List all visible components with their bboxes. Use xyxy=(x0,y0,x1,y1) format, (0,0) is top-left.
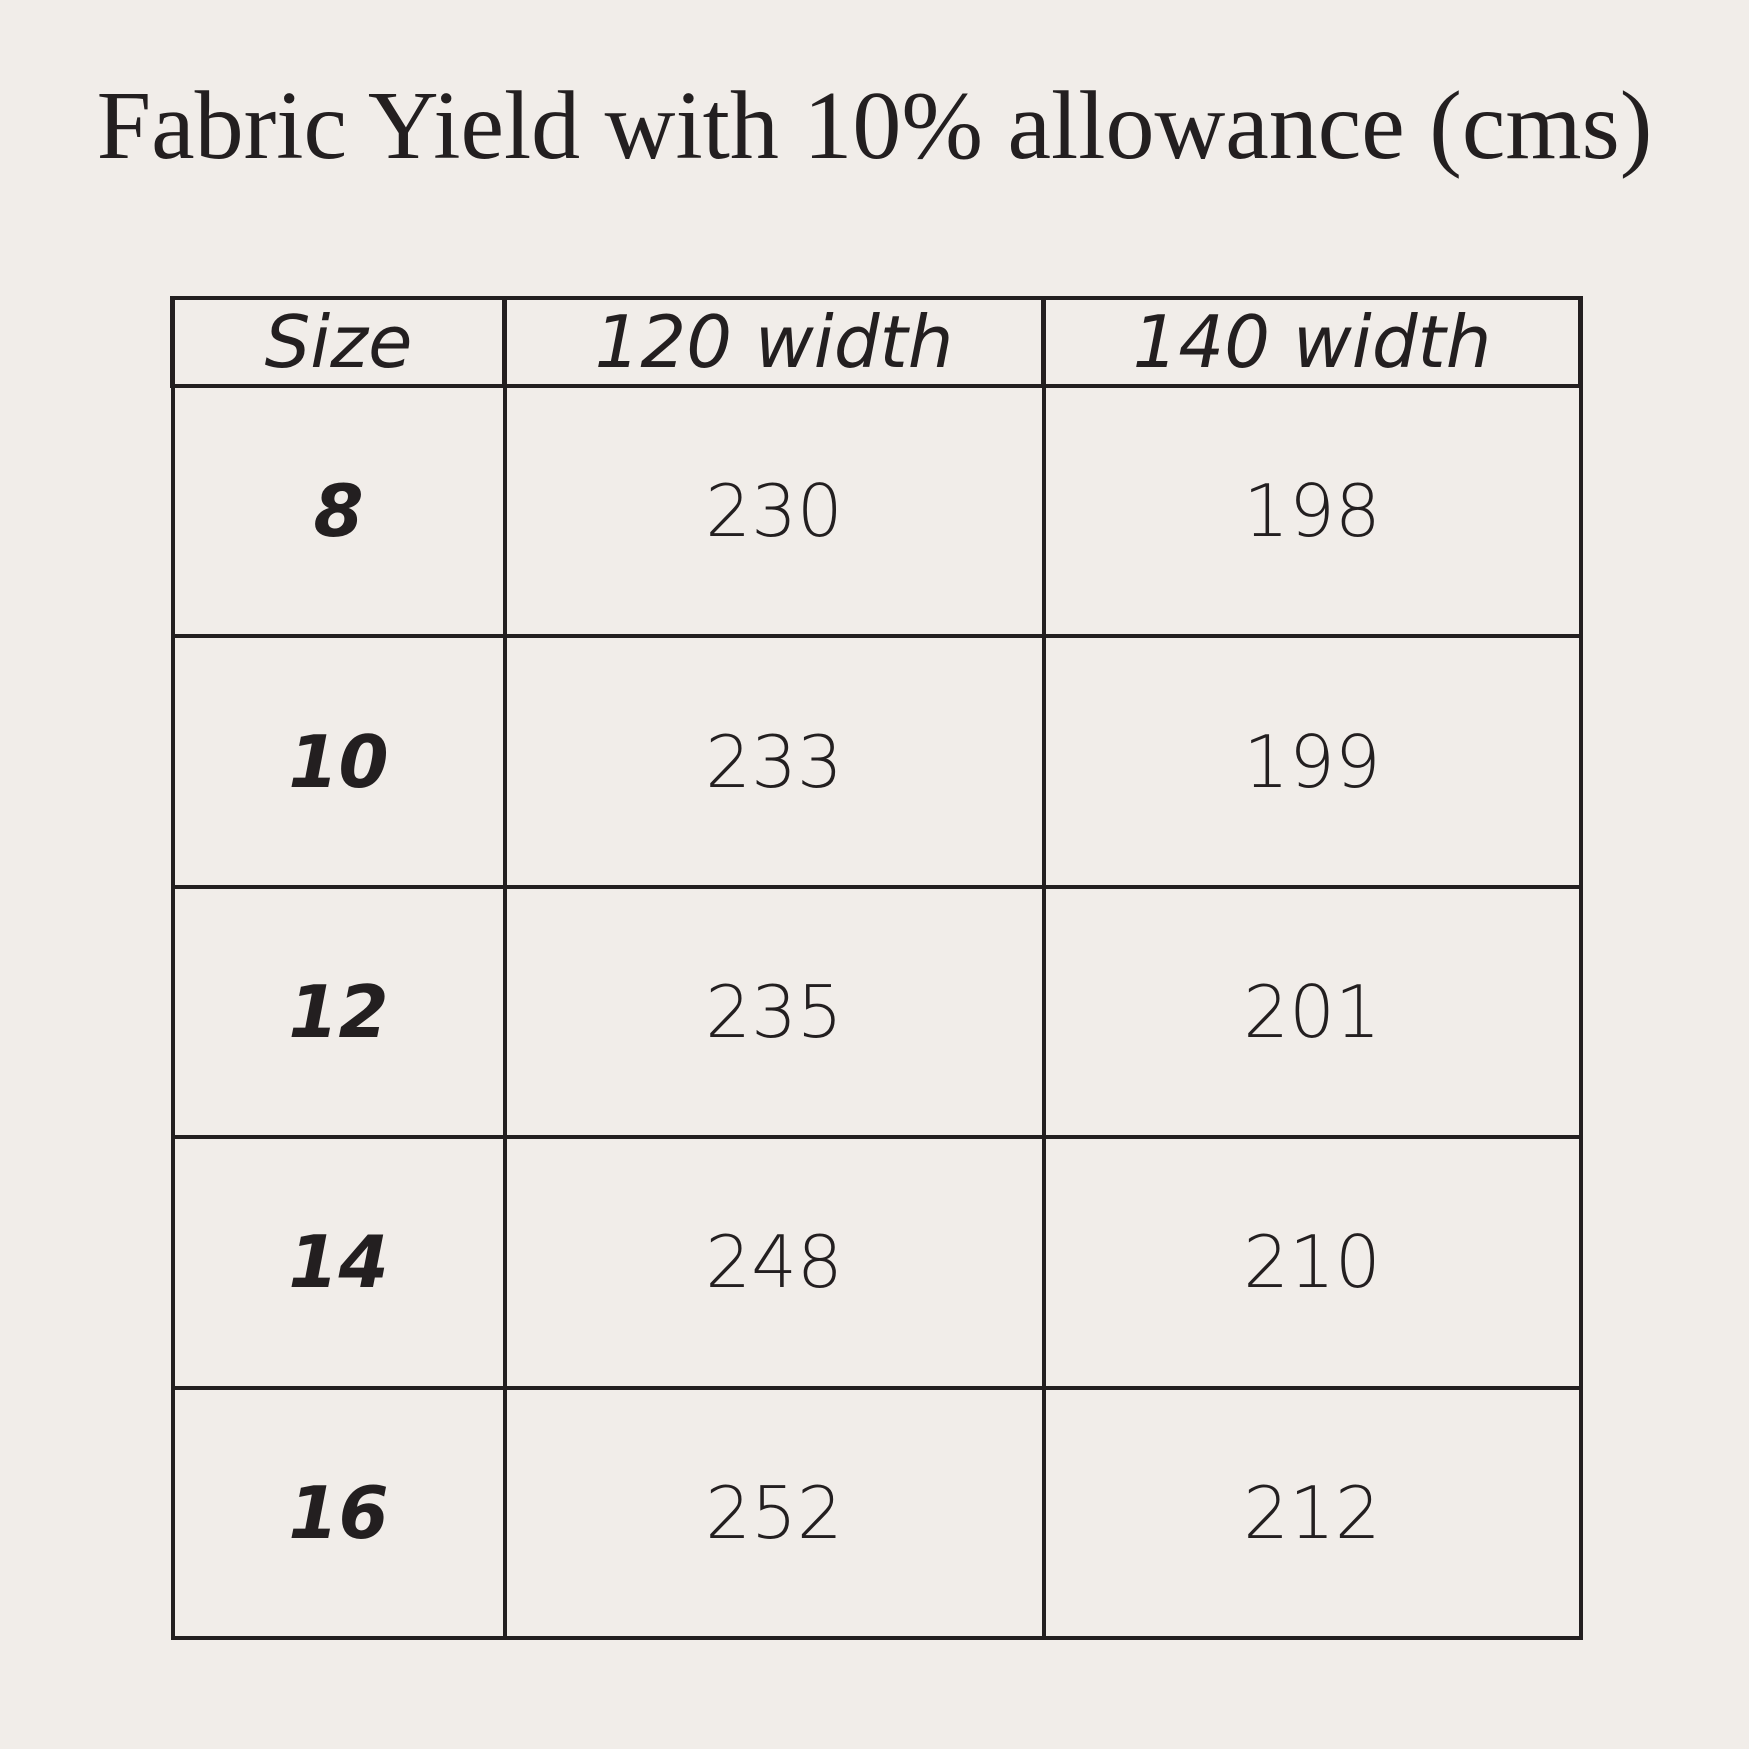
size-cell: 14 xyxy=(170,1135,507,1390)
table-header-row: Size 120 width 140 width xyxy=(170,296,1583,388)
table-row: 16 252 212 xyxy=(170,1385,1583,1641)
table-row: 8 230 198 xyxy=(170,383,1583,639)
header-size: Size xyxy=(170,296,507,388)
table-row: 12 235 201 xyxy=(170,884,1583,1140)
header-140-width: 140 width xyxy=(1041,296,1583,388)
fabric-yield-table: Size 120 width 140 width 8 230 198 10 233 199… xyxy=(170,296,1583,1641)
width-140-cell: 212 xyxy=(1041,1385,1583,1641)
table-row: 10 233 199 xyxy=(170,634,1583,889)
width-140-cell: 198 xyxy=(1041,383,1583,639)
width-120-cell: 233 xyxy=(502,634,1046,889)
width-120-cell: 230 xyxy=(502,383,1046,639)
size-cell: 8 xyxy=(170,383,507,639)
size-cell: 10 xyxy=(170,634,507,889)
width-140-cell: 199 xyxy=(1041,634,1583,889)
page-title: Fabric Yield with 10% allowance (cms) xyxy=(96,72,1653,180)
width-140-cell: 210 xyxy=(1041,1135,1583,1390)
width-120-cell: 235 xyxy=(502,884,1046,1140)
header-120-width: 120 width xyxy=(502,296,1046,388)
table-row: 14 248 210 xyxy=(170,1135,1583,1390)
width-120-cell: 252 xyxy=(502,1385,1046,1641)
width-140-cell: 201 xyxy=(1041,884,1583,1140)
size-cell: 16 xyxy=(170,1385,507,1641)
width-120-cell: 248 xyxy=(502,1135,1046,1390)
size-cell: 12 xyxy=(170,884,507,1140)
